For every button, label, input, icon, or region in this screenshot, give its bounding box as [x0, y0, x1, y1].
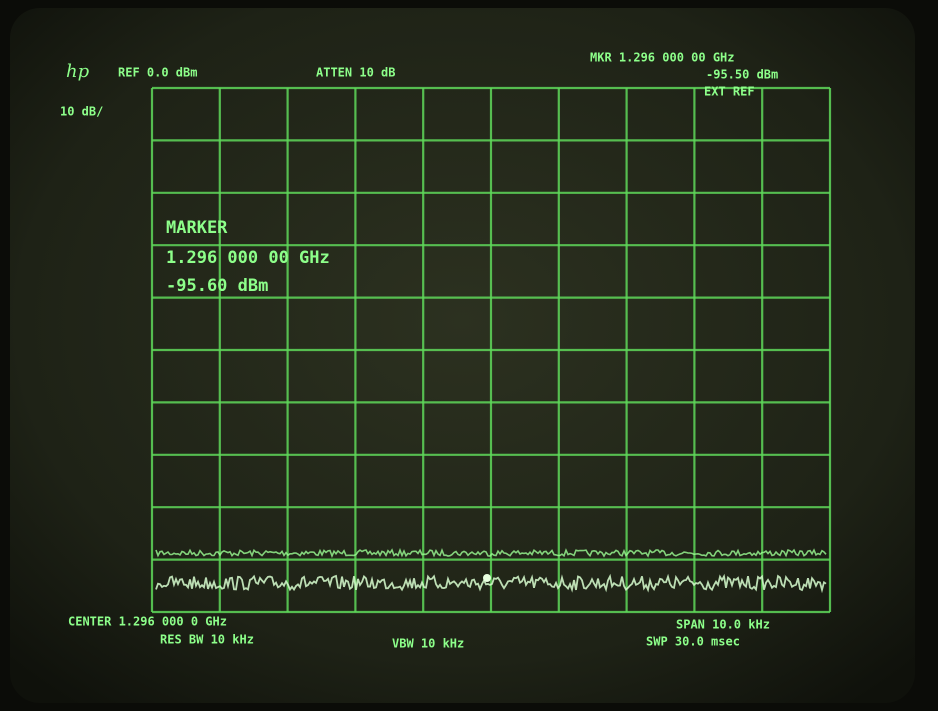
- graticule: [150, 86, 832, 614]
- span: SPAN 10.0 kHz: [676, 618, 770, 632]
- screen: [10, 8, 915, 703]
- scale: 10 dB/: [60, 105, 103, 119]
- marker-dot: [483, 574, 491, 582]
- ext-ref: EXT REF: [704, 85, 755, 99]
- marker-frequency: 1.296 000 00 GHz: [166, 248, 330, 268]
- ref-level: REF 0.0 dBm: [118, 66, 197, 80]
- marker-title: MARKER: [166, 218, 228, 238]
- noise-trace-lower: [155, 573, 827, 594]
- sweep-time: SWP 30.0 msec: [646, 635, 740, 649]
- logo: hp: [66, 61, 90, 82]
- resolution-bandwidth: RES BW 10 kHz: [160, 633, 254, 647]
- marker-level-large: -95.60 dBm: [166, 276, 268, 296]
- video-bandwidth: VBW 10 kHz: [392, 637, 464, 651]
- noise-trace-upper: [155, 547, 827, 559]
- marker-readout: MKR 1.296 000 00 GHz: [590, 51, 735, 65]
- center-frequency: CENTER 1.296 000 0 GHz: [68, 615, 227, 629]
- marker-level: -95.50 dBm: [706, 68, 778, 82]
- attenuation: ATTEN 10 dB: [316, 66, 395, 80]
